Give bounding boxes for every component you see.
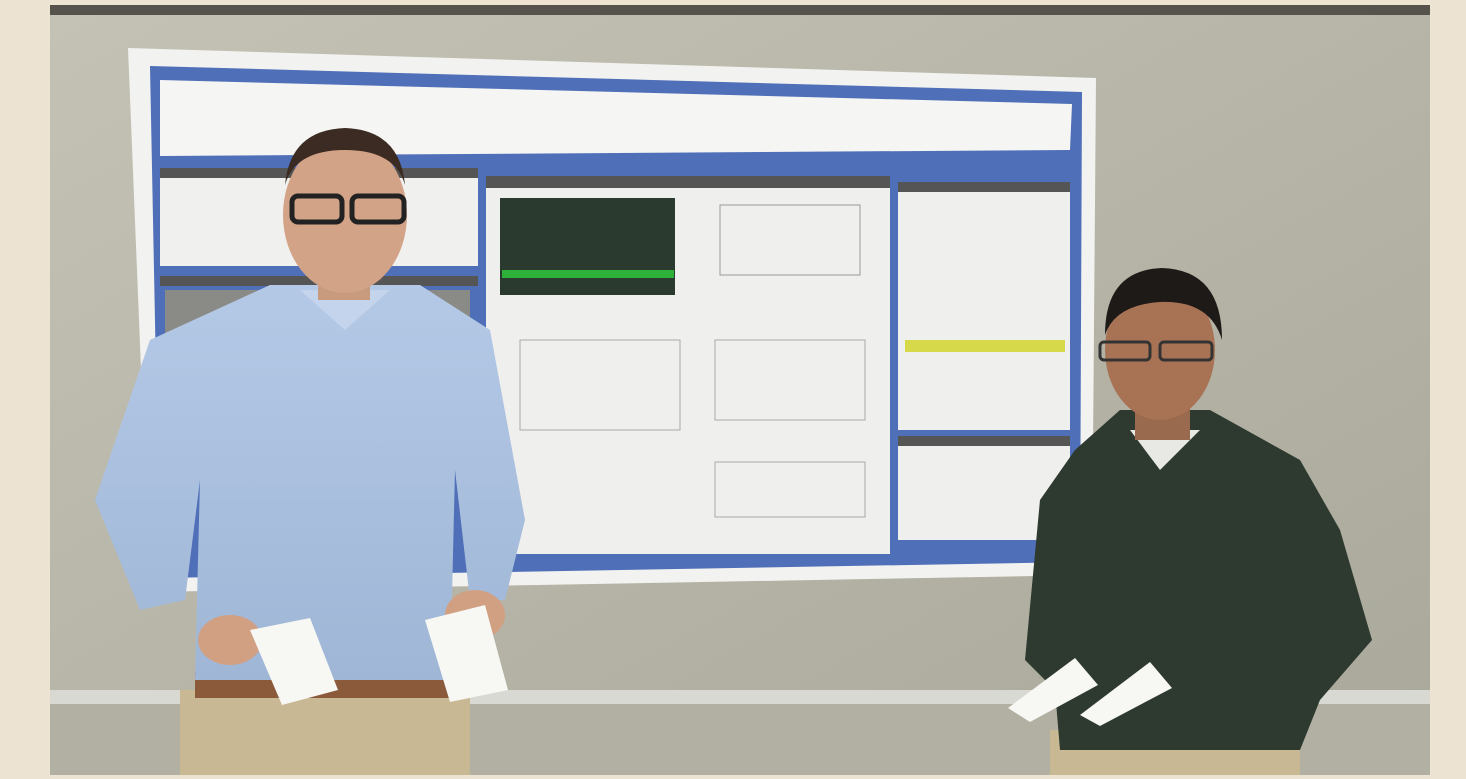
- person-right: [1008, 268, 1372, 775]
- person-left: [95, 128, 525, 775]
- board-rail: [50, 5, 1430, 15]
